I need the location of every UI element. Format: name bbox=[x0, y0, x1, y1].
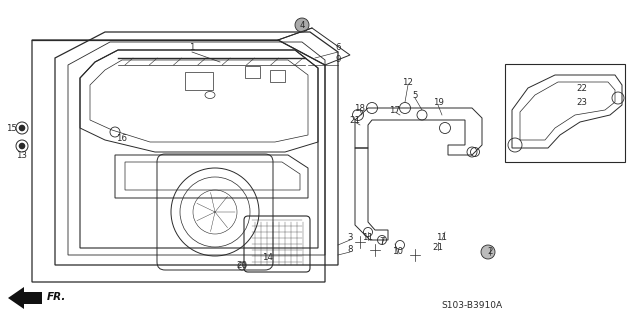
Text: 11: 11 bbox=[436, 234, 447, 243]
Bar bbox=[505, 64, 625, 162]
Text: 23: 23 bbox=[577, 98, 588, 107]
Text: 20: 20 bbox=[237, 260, 248, 269]
Circle shape bbox=[19, 143, 26, 149]
Text: 19: 19 bbox=[433, 98, 444, 107]
Text: S103-B3910A: S103-B3910A bbox=[442, 300, 502, 309]
Polygon shape bbox=[20, 292, 42, 304]
Text: 5: 5 bbox=[412, 91, 418, 100]
Text: 7: 7 bbox=[380, 237, 385, 246]
Polygon shape bbox=[8, 287, 24, 309]
Text: 1: 1 bbox=[189, 44, 195, 52]
Text: 15: 15 bbox=[6, 124, 17, 132]
Text: 16: 16 bbox=[116, 133, 127, 142]
Text: 12: 12 bbox=[403, 77, 413, 86]
Text: 18: 18 bbox=[355, 103, 365, 113]
Text: 14: 14 bbox=[262, 253, 273, 262]
Text: 9: 9 bbox=[335, 55, 340, 65]
Bar bbox=[185, 72, 213, 90]
Circle shape bbox=[295, 18, 309, 32]
Text: 22: 22 bbox=[577, 84, 588, 92]
Text: 8: 8 bbox=[348, 245, 353, 254]
Text: FR.: FR. bbox=[47, 292, 67, 302]
Text: 13: 13 bbox=[17, 150, 28, 159]
Text: 21: 21 bbox=[433, 244, 444, 252]
Text: 11: 11 bbox=[362, 234, 374, 243]
Text: 2: 2 bbox=[487, 247, 493, 257]
Text: 10: 10 bbox=[392, 247, 403, 257]
Circle shape bbox=[19, 125, 26, 131]
Text: 17: 17 bbox=[390, 106, 401, 115]
Text: 3: 3 bbox=[348, 234, 353, 243]
Text: 4: 4 bbox=[300, 20, 305, 29]
Circle shape bbox=[481, 245, 495, 259]
Text: 6: 6 bbox=[335, 44, 340, 52]
Bar bbox=[270, 70, 285, 82]
Bar bbox=[245, 66, 260, 78]
Text: 21: 21 bbox=[349, 116, 360, 124]
